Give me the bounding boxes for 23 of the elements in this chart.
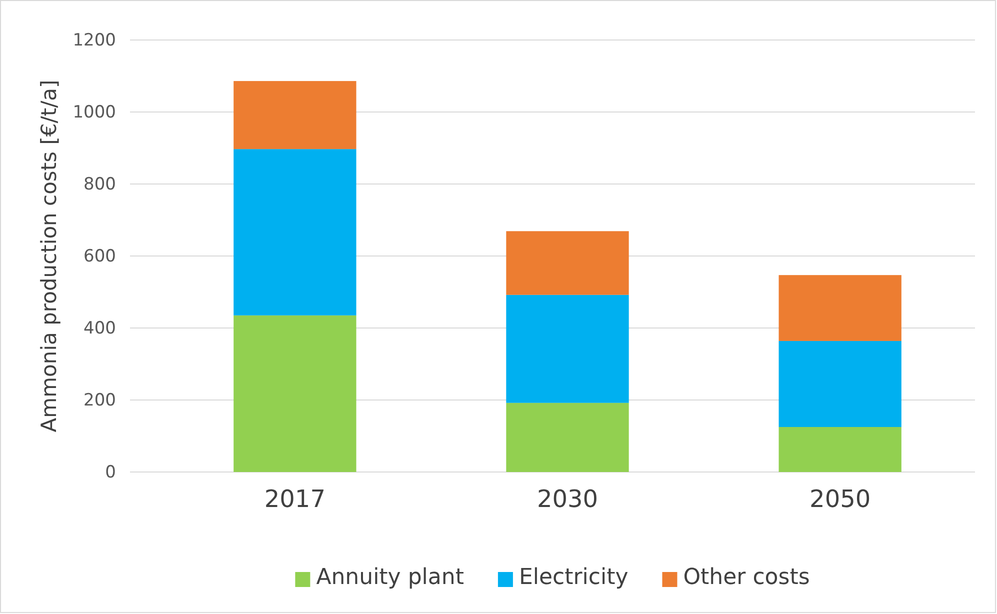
x-tick-label: 2030	[536, 485, 598, 514]
legend-label: Other costs	[683, 565, 810, 590]
x-tick-label: 2050	[810, 485, 871, 514]
y-axis-title: Ammonia production costs [€/t/a]	[37, 80, 61, 432]
bar	[506, 231, 629, 295]
legend-label: Annuity plant	[316, 565, 464, 590]
legend-label: Electricity	[518, 565, 628, 590]
y-tick-label: 1000	[72, 102, 116, 122]
y-tick-label: 600	[84, 246, 116, 266]
y-tick-label: 800	[84, 174, 116, 194]
bar	[778, 275, 902, 341]
y-tick-label: 1200	[72, 30, 116, 50]
bar	[234, 81, 356, 150]
bar	[778, 340, 902, 427]
bar	[234, 149, 356, 316]
bar	[506, 402, 629, 472]
bar	[506, 294, 629, 403]
y-tick-label: 400	[84, 318, 116, 338]
bar	[778, 427, 902, 472]
y-tick-label: 200	[84, 390, 116, 410]
y-tick-label: 0	[105, 462, 116, 482]
bar	[234, 315, 356, 472]
x-tick-label: 2017	[264, 485, 326, 514]
